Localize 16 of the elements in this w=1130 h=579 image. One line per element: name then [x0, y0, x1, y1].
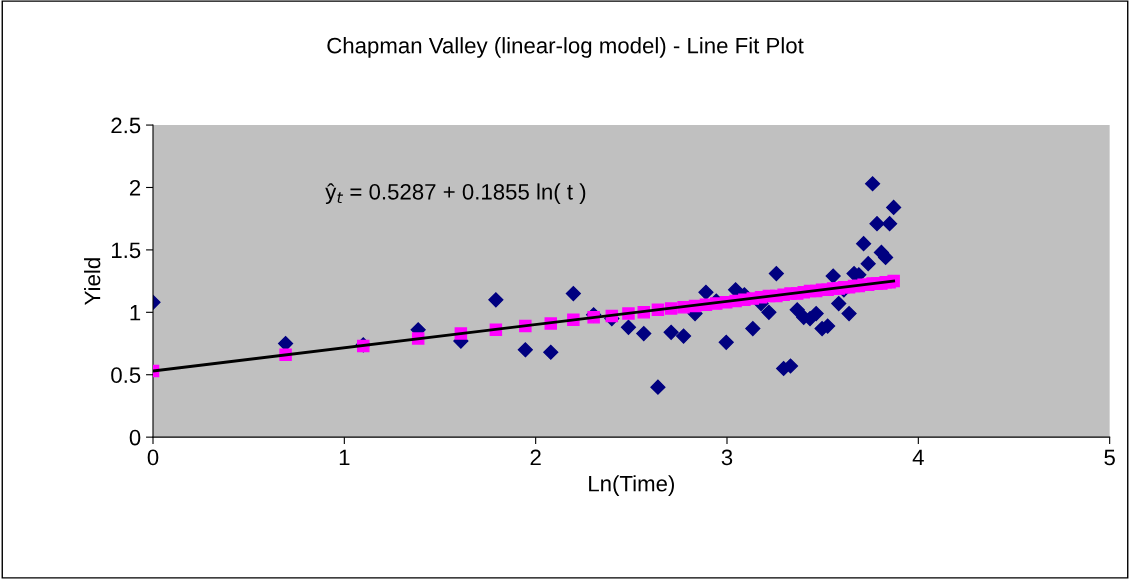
x-axis-title: Ln(Time) [589, 475, 674, 496]
y-tick-label: 1 [130, 305, 141, 321]
x-tick-label: 0 [147, 449, 159, 466]
y-tick-label: 1.5 [112, 242, 141, 259]
y-tick-label: 2.5 [111, 117, 141, 134]
y-tick-label: 0.5 [111, 367, 141, 383]
x-tick-label: 4 [912, 449, 924, 466]
x-tick-label: 2 [530, 449, 541, 466]
annotation: ŷ$_{t}$ = 0.5287 + 0.1855 ln( t ) [325, 183, 586, 205]
chart-title: Chapman Valley (linear-log model) - Line Fit Plot [327, 37, 804, 58]
y-tick-label: 2 [129, 180, 141, 196]
y-tick-label: 0 [129, 429, 141, 446]
x-tick-label: 3 [721, 449, 733, 466]
y-axis-title: Yield [84, 258, 101, 305]
x-tick-label: 5 [1104, 449, 1115, 466]
x-tick-label: 1 [339, 449, 350, 466]
